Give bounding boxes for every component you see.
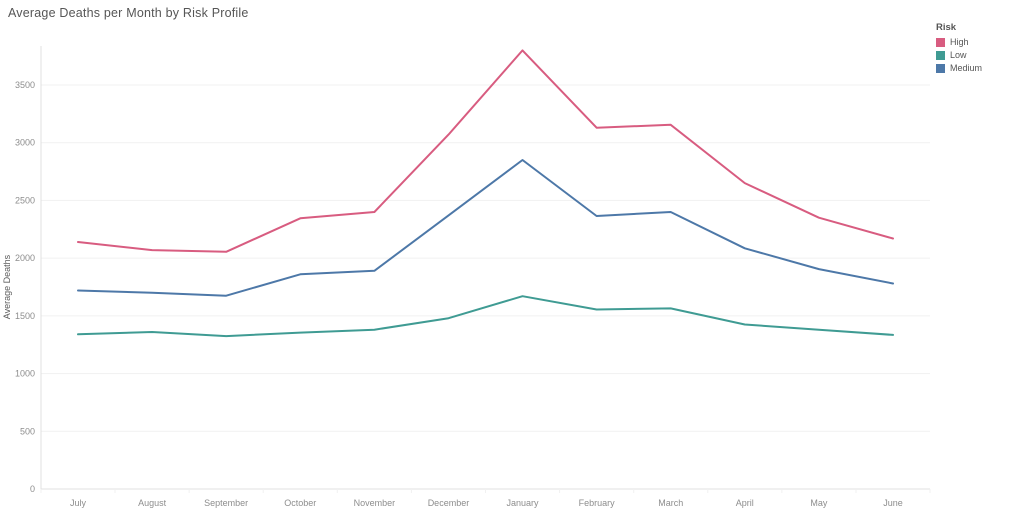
x-tick-label: October: [284, 498, 316, 508]
legend-title: Risk: [936, 22, 957, 33]
x-tick-label: December: [428, 498, 470, 508]
x-tick-label: July: [70, 498, 87, 508]
y-tick-label: 3500: [15, 80, 35, 90]
x-tick-label: September: [204, 498, 248, 508]
legend-item-high[interactable]: High: [936, 37, 1016, 47]
series-line-medium[interactable]: [77, 159, 894, 297]
legend-swatch-low: [936, 50, 945, 60]
x-tick-label: June: [883, 498, 903, 508]
y-tick-label: 2000: [15, 253, 35, 263]
legend: Risk High Low Medium: [936, 22, 1016, 76]
legend-item-medium[interactable]: Medium: [936, 63, 1016, 73]
x-tick-label: February: [579, 498, 616, 508]
x-tick-label: November: [354, 498, 396, 508]
x-tick-label: August: [138, 498, 167, 508]
chart-title: Average Deaths per Month by Risk Profile: [8, 6, 249, 20]
x-tick-label: January: [507, 498, 540, 508]
y-tick-label: 500: [20, 426, 35, 436]
y-tick-label: 2500: [15, 195, 35, 205]
x-tick-label: May: [810, 498, 828, 508]
y-tick-label: 1500: [15, 311, 35, 321]
legend-item-low[interactable]: Low: [936, 50, 1016, 60]
x-tick-label: April: [736, 498, 754, 508]
y-tick-label: 0: [30, 484, 35, 494]
x-tick-label: March: [658, 498, 683, 508]
series-line-high[interactable]: [77, 49, 894, 253]
legend-label: Medium: [950, 63, 983, 73]
legend-swatch-high: [936, 37, 945, 47]
y-tick-label: 3000: [15, 138, 35, 148]
legend-items: High Low Medium: [936, 37, 1016, 73]
series-line-low[interactable]: [77, 295, 894, 338]
legend-label: Low: [950, 50, 967, 60]
y-tick-label: 1000: [15, 369, 35, 379]
legend-swatch-medium: [936, 63, 945, 73]
legend-label: High: [950, 37, 969, 47]
